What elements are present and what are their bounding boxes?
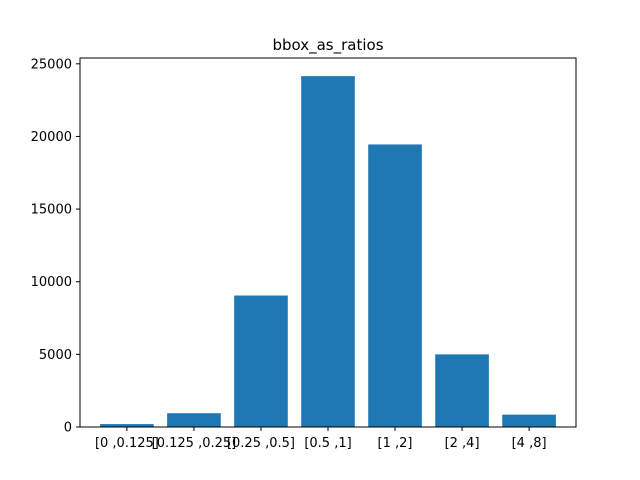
bar-6 [502,414,556,427]
bar-3 [301,76,355,427]
x-tick-label-5: [2 ,4] [445,436,480,451]
x-tick-label-3: [0.5 ,1] [304,436,351,451]
y-tick-label-5: 25000 [31,57,72,72]
y-tick-label-0: 0 [64,421,72,436]
bar-4 [368,144,422,428]
chart-title: bbox_as_ratios [272,36,383,55]
y-tick-label-2: 10000 [31,275,72,290]
x-tick-label-0: [0 ,0.125] [95,436,159,451]
y-tick-label-4: 20000 [31,130,72,145]
x-tick-label-6: [4 ,8] [512,436,547,451]
x-tick-label-1: [0.125 ,0.25] [152,436,237,451]
x-axis: [0 ,0.125][0.125 ,0.25][0.25 ,0.5] [0.5 ,… [95,427,547,451]
plot-frame [79,57,577,428]
y-tick-label-1: 5000 [39,348,72,363]
bar-5 [435,354,489,427]
bar-2 [234,295,288,427]
bar-0 [100,424,154,427]
y-axis: 0 5000 10000 15000 20000 25000 [31,57,80,436]
x-tick-label-4: [1 ,2] [378,436,413,451]
x-tick-label-2: [0.25 ,0.5] [227,436,295,451]
bar-1 [167,413,221,427]
y-tick-label-3: 15000 [31,203,72,218]
bars-group [100,76,556,428]
